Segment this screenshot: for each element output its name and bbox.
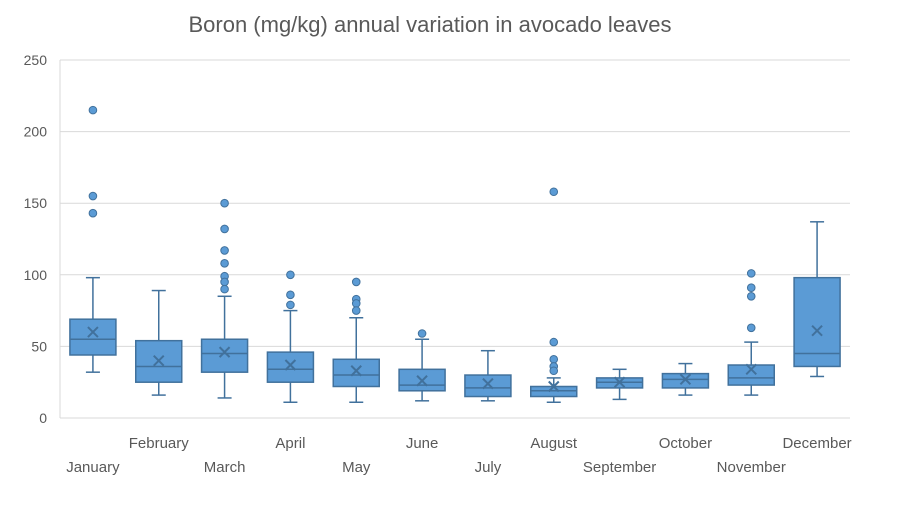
outlier-point [746, 269, 756, 278]
x-tick-label: March [204, 459, 246, 476]
outlier-point [549, 354, 559, 364]
box-march [200, 338, 249, 373]
x-tick-label: September [583, 459, 656, 476]
x-tick-label: January [66, 459, 120, 476]
outlier-point [549, 366, 559, 376]
mean-marker [613, 376, 626, 388]
outlier-point [417, 329, 427, 338]
box-july [464, 374, 512, 398]
y-tick-label: 250 [24, 52, 48, 68]
x-tick-label: October [659, 435, 712, 452]
outlier-point [88, 105, 98, 115]
mean-marker [811, 324, 823, 337]
x-tick-label: May [342, 459, 371, 476]
y-tick-label: 150 [24, 195, 48, 211]
outlier-point [286, 290, 295, 300]
outlier-point [220, 259, 229, 268]
y-tick-label: 0 [39, 410, 47, 426]
box-may [332, 358, 380, 388]
mean-marker [284, 359, 297, 371]
outlier-point [351, 299, 361, 308]
outlier-point [351, 277, 361, 287]
outlier-point [351, 306, 361, 315]
mean-marker [416, 375, 428, 387]
outlier-point [549, 337, 559, 347]
outlier-point [549, 187, 559, 197]
outlier-point [746, 323, 756, 333]
x-tick-label: April [275, 435, 305, 452]
mean-marker [350, 365, 362, 377]
outlier-point [220, 224, 229, 234]
mean-marker [482, 377, 494, 390]
box-october [661, 372, 710, 389]
box-january [69, 318, 117, 356]
x-tick-label: June [406, 435, 439, 452]
mean-marker [548, 380, 560, 393]
outlier-point [746, 283, 756, 292]
y-tick-label: 50 [31, 338, 47, 354]
x-tick-label: December [782, 435, 851, 452]
outlier-point [220, 198, 229, 208]
x-tick-label: August [530, 435, 578, 452]
x-tick-label: February [129, 435, 190, 452]
outlier-point [746, 291, 756, 301]
outlier-point [286, 300, 295, 310]
mean-marker [679, 373, 692, 386]
x-tick-label: November [717, 459, 786, 476]
mean-marker [218, 346, 231, 358]
chart-title: Boron (mg/kg) annual variation in avocad… [188, 12, 671, 37]
outlier-point [220, 246, 229, 255]
mean-marker [153, 355, 165, 367]
y-tick-label: 200 [24, 124, 48, 140]
mean-marker [87, 326, 99, 338]
outlier-point [220, 284, 229, 294]
box-november [727, 364, 775, 386]
mean-marker [745, 363, 757, 376]
box-december [793, 276, 841, 368]
outlier-point [88, 208, 98, 218]
box-april [266, 351, 315, 383]
outlier-point [286, 270, 295, 280]
x-tick-label: July [475, 459, 502, 476]
y-tick-label: 100 [24, 267, 48, 283]
outlier-point [220, 277, 229, 287]
outlier-point [88, 191, 98, 201]
